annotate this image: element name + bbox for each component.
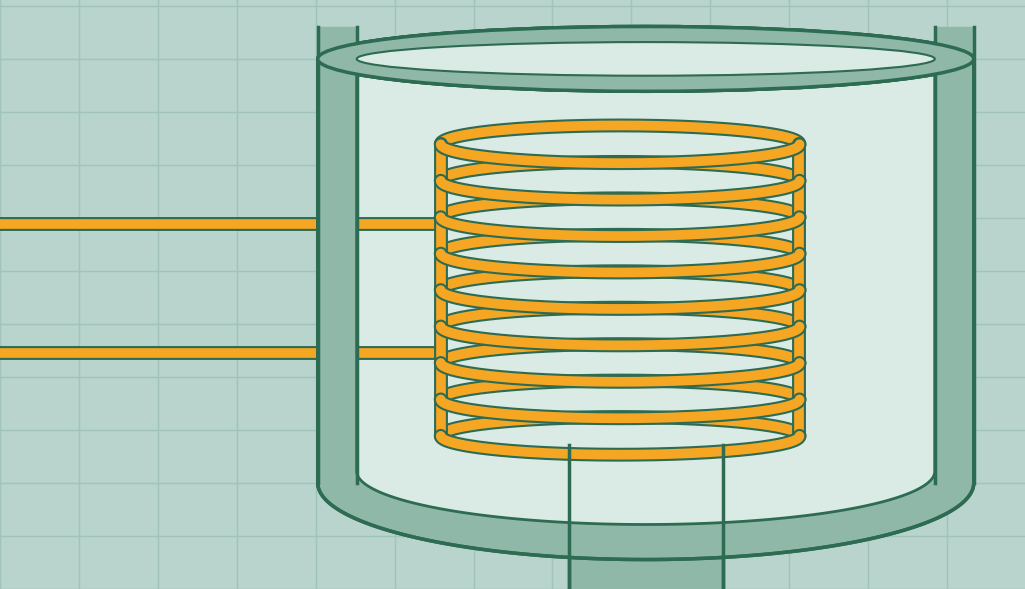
Ellipse shape	[318, 27, 974, 91]
Ellipse shape	[357, 42, 935, 76]
Ellipse shape	[357, 42, 935, 76]
Polygon shape	[318, 59, 974, 560]
Polygon shape	[357, 59, 935, 524]
Ellipse shape	[318, 27, 974, 91]
